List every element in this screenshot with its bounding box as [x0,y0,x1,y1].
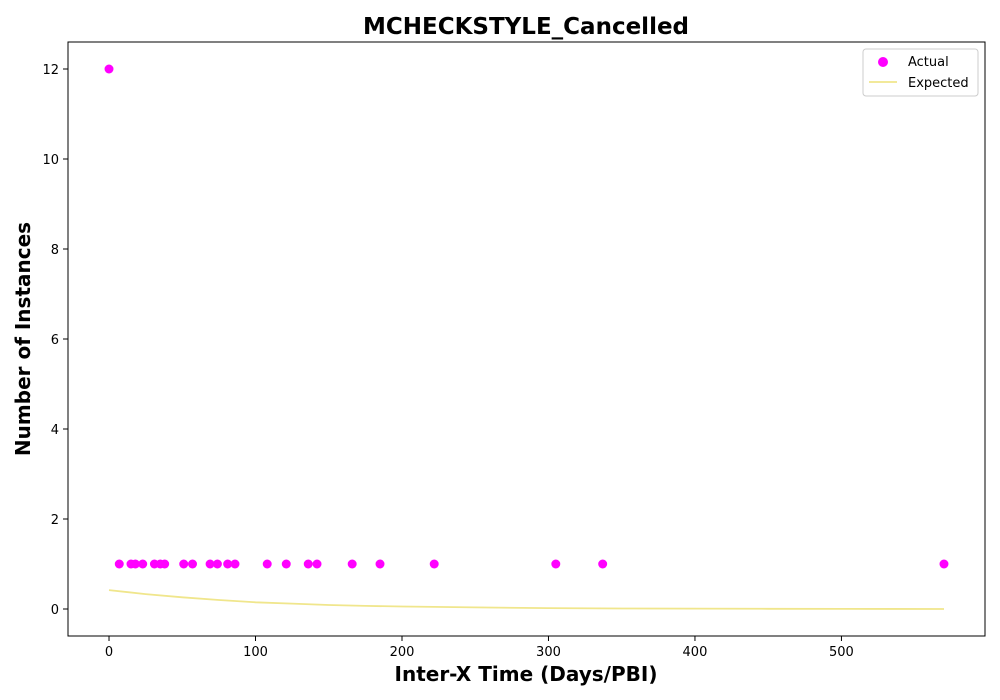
y-tick-label: 10 [42,153,59,168]
y-tick-label: 8 [51,243,59,258]
actual-point [551,559,561,569]
actual-point [939,559,949,569]
y-tick-label: 2 [51,513,59,528]
y-tick-label: 6 [51,333,59,348]
actual-point [223,559,233,569]
expected-line [108,589,945,610]
actual-point [130,559,140,569]
actual-point [160,559,170,569]
x-axis-label: Inter-X Time (Days/PBI) [395,662,658,686]
actual-point [212,559,222,569]
actual-series [104,64,949,569]
y-axis-ticks: 0 2 4 6 8 10 12 [42,63,68,618]
actual-point [114,559,124,569]
actual-point [188,559,198,569]
x-tick-label: 400 [683,645,708,660]
x-tick-label: 300 [536,645,561,660]
y-tick-label: 0 [51,603,59,618]
actual-point [179,559,189,569]
legend-box [862,48,979,97]
x-tick-label: 200 [390,645,415,660]
y-axis-label: Number of Instances [11,222,35,456]
actual-point [262,559,272,569]
actual-point [230,559,240,569]
actual-point [598,559,608,569]
actual-point [281,559,291,569]
legend-expected-label: Expected [908,76,969,91]
actual-point [303,559,313,569]
x-tick-label: 100 [243,645,268,660]
y-tick-label: 4 [51,423,59,438]
actual-point [347,559,357,569]
actual-point [104,64,114,74]
actual-point [205,559,215,569]
actual-point [312,559,322,569]
legend-actual-label: Actual [908,55,949,70]
legend-actual-marker [878,57,888,67]
actual-point [375,559,385,569]
chart-title: MCHECKSTYLE_Cancelled [363,14,689,40]
x-tick-label: 0 [105,645,113,660]
x-axis-ticks: 0 100 200 300 400 500 [105,636,854,660]
y-tick-label: 12 [42,63,59,78]
x-tick-label: 500 [829,645,854,660]
actual-point [138,559,148,569]
legend: Actual Expected [862,48,979,97]
expected-series [108,589,945,610]
actual-point [429,559,439,569]
